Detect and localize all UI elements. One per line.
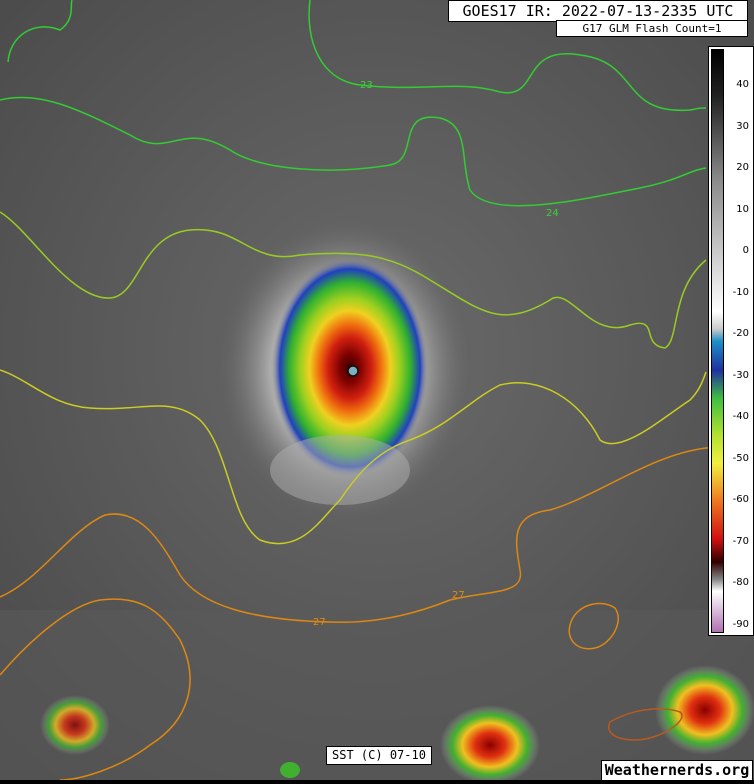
contour-label: 27 (452, 590, 465, 601)
sst-contour (0, 598, 191, 781)
contour-label: 23 (360, 80, 373, 91)
sst-contour (568, 602, 619, 650)
sst-contour (0, 445, 754, 623)
convection-cell (440, 705, 540, 784)
contour-label: 27 (313, 617, 326, 628)
contour-label: 24 (546, 208, 559, 219)
image-title: GOES17 IR: 2022-07-13-2335 UTC (448, 0, 748, 22)
colorbar-tick-label: -20 (732, 328, 749, 339)
sst-label: SST (C) 07-10 (326, 746, 432, 765)
colorbar-tick-label: 20 (736, 162, 749, 173)
colorbar-tick-label: -50 (732, 452, 749, 464)
flash-count-label: G17 GLM Flash Count=1 (556, 20, 748, 37)
hurricane-eye (347, 365, 359, 377)
colorbar-tick-label: -80 (732, 577, 749, 588)
colorbar-gradient (711, 49, 724, 633)
colorbar-tick-label: -70 (732, 535, 749, 547)
sst-contour (7, 0, 73, 63)
temperature-colorbar: 40 30 20 10 0 -10 -20 -30 -40 -50 -60 -70 -80 -90 (708, 46, 754, 636)
convection-cell (655, 665, 754, 755)
convection-cell (40, 695, 110, 755)
source-credit: Weathernerds.org (601, 760, 753, 781)
colorbar-tick-label: -10 (732, 286, 749, 298)
colorbar-tick-label: -90 (732, 618, 749, 630)
colorbar-tick-label: 30 (736, 120, 749, 132)
sst-contour (308, 0, 707, 111)
colorbar-tick-label: 40 (736, 79, 749, 90)
sst-contour (0, 96, 707, 207)
colorbar-tick-label: -40 (732, 411, 749, 422)
colorbar-tick-label: 10 (736, 203, 749, 215)
sst-contour (608, 708, 683, 741)
colorbar-tick-label: -60 (732, 494, 749, 505)
colorbar-tick-label: -30 (732, 369, 749, 381)
sst-contour (0, 369, 707, 545)
colorbar-tick-label: 0 (742, 245, 749, 256)
sst-contour (0, 211, 707, 349)
